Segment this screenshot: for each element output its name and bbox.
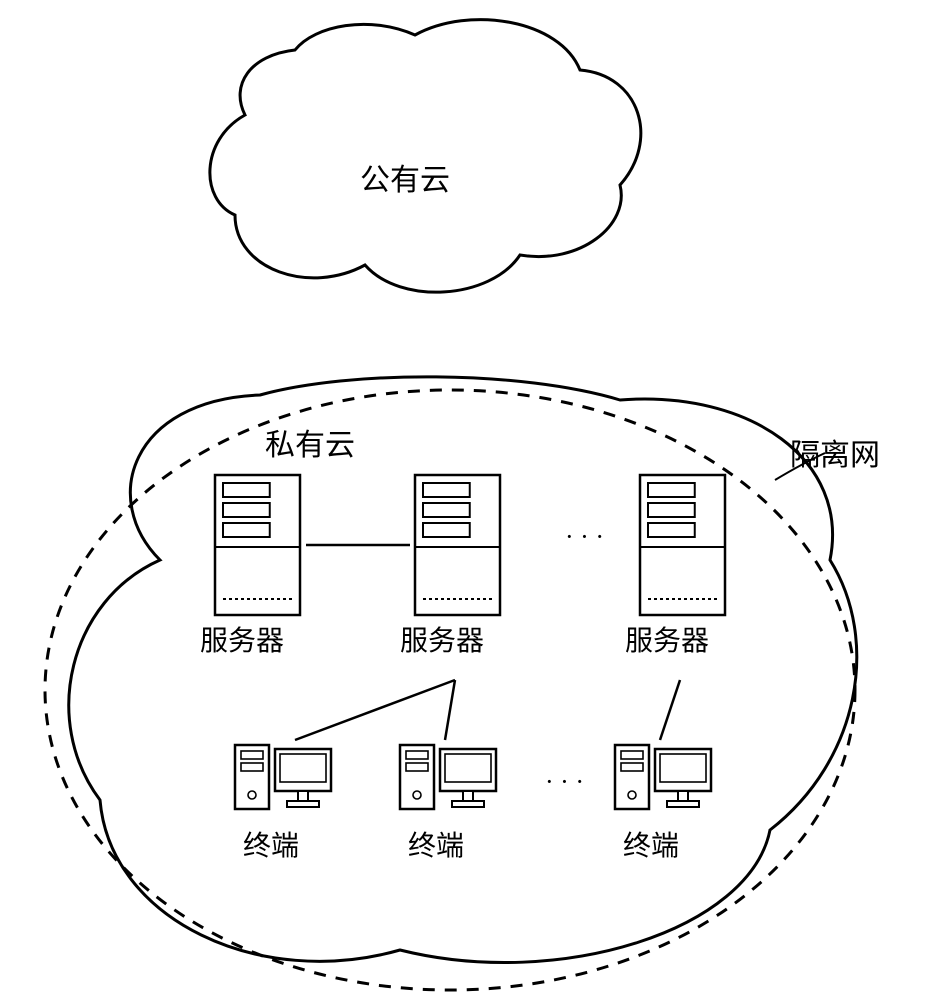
server-label: 服务器 <box>400 625 484 657</box>
private-cloud-shape <box>69 377 857 963</box>
private-cloud-label: 私有云 <box>265 420 355 464</box>
terminal-icon <box>400 745 496 809</box>
ellipsis-icon: · · · <box>565 522 604 551</box>
terminal-icon <box>235 745 331 809</box>
server-icon <box>640 475 725 615</box>
terminal-icon <box>615 745 711 809</box>
server-icon <box>415 475 500 615</box>
public-cloud-label: 公有云 <box>360 155 450 199</box>
terminal-label: 终端 <box>243 830 299 862</box>
server-terminal-link <box>660 680 680 740</box>
terminal-label: 终端 <box>408 830 464 862</box>
server-terminal-link <box>445 680 455 740</box>
server-label: 服务器 <box>625 625 709 657</box>
server-terminal-link <box>295 680 455 740</box>
terminal-label: 终端 <box>623 830 679 862</box>
ellipsis-icon: · · · <box>545 767 584 796</box>
isolation-net-label: 隔离网 <box>790 430 880 474</box>
server-label: 服务器 <box>200 625 284 657</box>
server-icon <box>215 475 300 615</box>
